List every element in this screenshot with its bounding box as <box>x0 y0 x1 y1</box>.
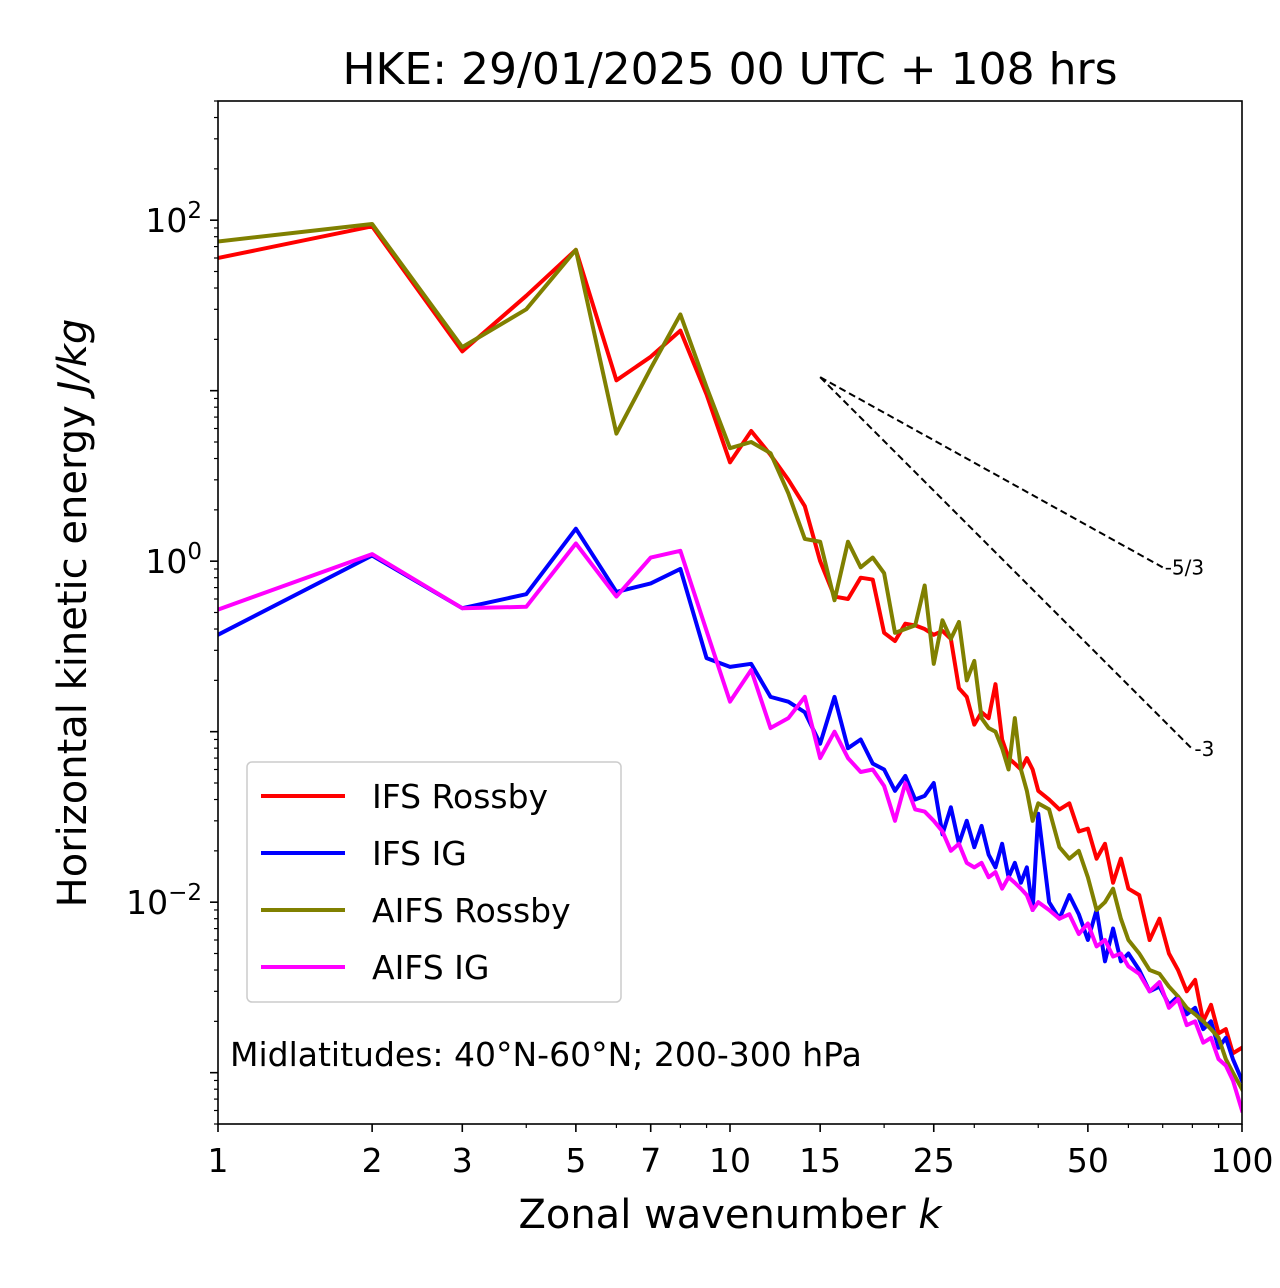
legend-box <box>246 761 622 1003</box>
series-line-aifs-ig <box>218 541 1242 1113</box>
x-tick-label: 5 <box>565 1141 586 1180</box>
y-axis-label: Horizontal kinetic energy J/kg <box>50 319 96 908</box>
y-axis: 10−2 100 102 <box>126 100 218 1125</box>
x-tick-label: 25 <box>913 1141 955 1180</box>
x-tick-label: 10 <box>709 1141 751 1180</box>
reference-slope-label: -3 <box>1194 737 1214 761</box>
x-tick-label: 1 <box>208 1141 229 1180</box>
x-axis: 1 2 3 5 7 10 15 25 50 100 <box>208 1124 1274 1180</box>
x-tick-label: 3 <box>452 1141 473 1180</box>
series-line-aifs-rossby <box>218 221 1242 1092</box>
x-axis-label: Zonal wavenumber k <box>518 1192 943 1238</box>
series-lines <box>218 221 1242 1113</box>
x-axis-label-text: Zonal wavenumber <box>518 1192 918 1238</box>
x-tick-label: 50 <box>1067 1141 1109 1180</box>
legend-label: IFS IG <box>372 834 467 873</box>
y-tick-label: 102 <box>145 198 202 240</box>
legend: IFS Rossby IFS IG AIFS Rossby AIFS IG <box>246 761 622 1003</box>
y-tick-label: 100 <box>145 539 202 581</box>
x-tick-label: 2 <box>362 1141 383 1180</box>
x-axis-label-variable: k <box>918 1192 943 1238</box>
legend-label: AIFS Rossby <box>372 891 571 930</box>
series-line-ifs-ig <box>218 526 1242 1084</box>
x-tick-label: 100 <box>1211 1141 1274 1180</box>
series-line-ifs-rossby <box>218 224 1242 1056</box>
y-axis-label-unit: J/kg <box>50 319 96 400</box>
y-tick-label: 10−2 <box>126 880 202 922</box>
x-tick-label: 15 <box>799 1141 841 1180</box>
region-annotation: Midlatitudes: 40°N-60°N; 200-300 hPa <box>230 1035 862 1074</box>
y-axis-label-text: Horizontal kinetic energy <box>50 393 96 908</box>
legend-label: AIFS IG <box>372 948 489 987</box>
x-tick-label: 7 <box>640 1141 661 1180</box>
legend-label: IFS Rossby <box>372 777 548 816</box>
reference-slope-label: -5/3 <box>1165 555 1204 579</box>
chart-title: HKE: 29/01/2025 00 UTC + 108 hrs <box>342 44 1117 95</box>
